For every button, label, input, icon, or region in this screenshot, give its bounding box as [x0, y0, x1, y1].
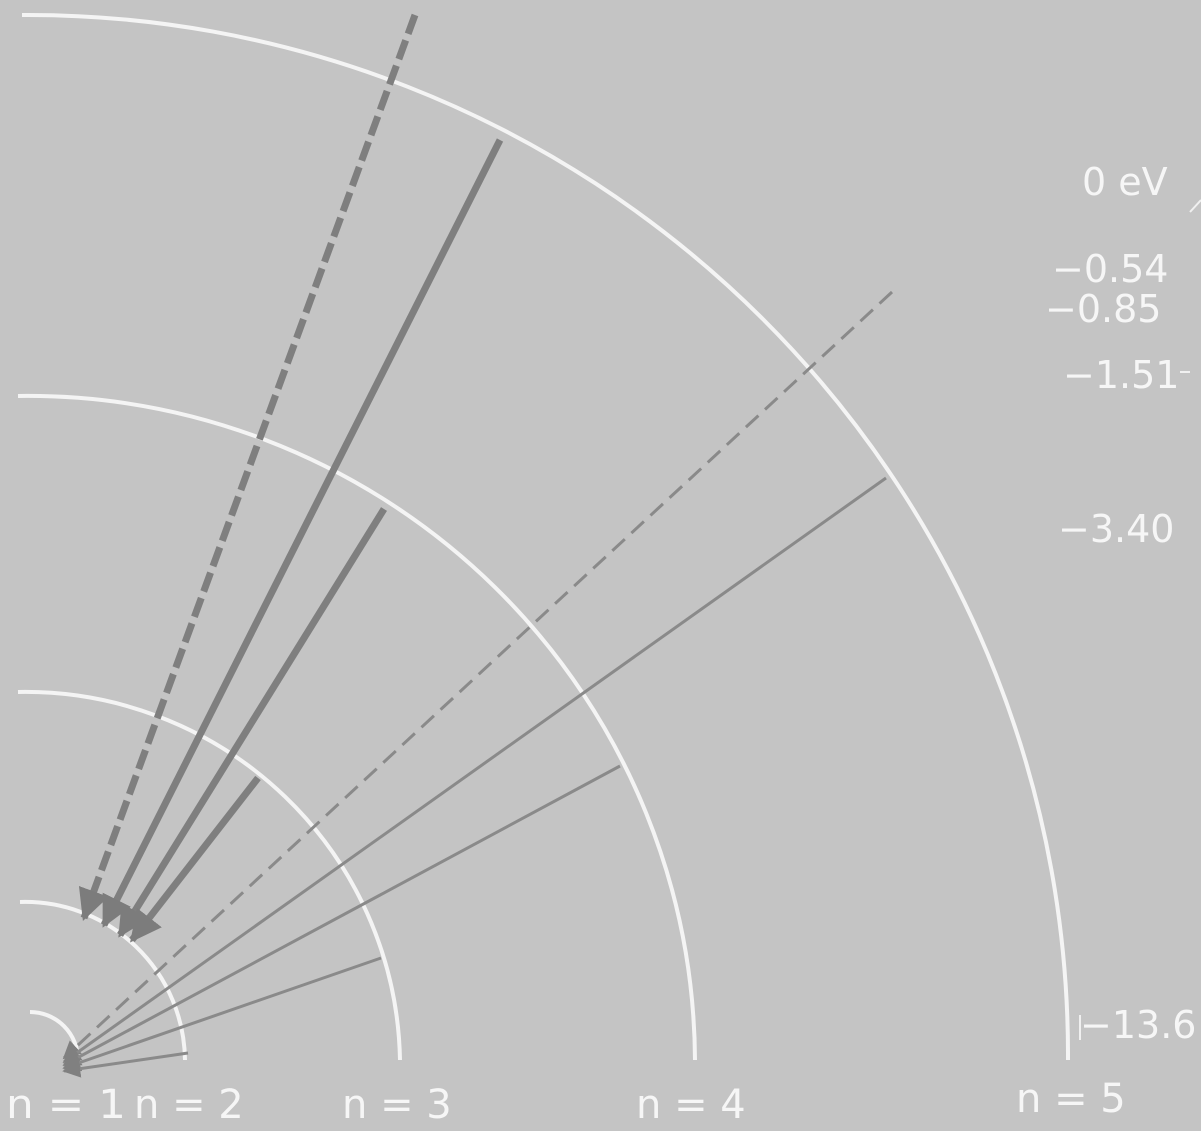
level-labels: n = 1 n = 2 n = 3 n = 4 n = 5 — [6, 1076, 1126, 1128]
transitions-to-n1 — [62, 290, 894, 1078]
energy-label-n3: −1.51 — [1063, 353, 1179, 397]
transition-inf-to-1 — [62, 290, 894, 1060]
level-label-n2: n = 2 — [134, 1082, 244, 1128]
transition-4-to-2 — [117, 507, 387, 938]
zero-energy-label: 0 eV — [1082, 160, 1168, 204]
level-label-n5: n = 5 — [1016, 1076, 1126, 1122]
orbit-n5 — [21, 12, 1071, 1061]
energy-label-n5: −0.54 — [1052, 247, 1168, 291]
transition-5-to-2 — [100, 138, 504, 928]
transition-2-to-1 — [62, 1051, 189, 1078]
tick-zero — [1189, 199, 1201, 213]
transition-5-to-1 — [62, 476, 887, 1064]
transitions-to-n2 — [78, 13, 504, 943]
energy-label-n4: −0.85 — [1045, 287, 1161, 331]
level-label-n4: n = 4 — [636, 1082, 746, 1128]
orbits — [17, 12, 1071, 1061]
transition-inf-to-2 — [78, 13, 419, 921]
energy-scale: 0 eV −0.54 −0.85 −1.51 −3.40 −13.6 — [1045, 160, 1201, 1047]
level-label-n3: n = 3 — [342, 1082, 452, 1128]
transition-3-to-1 — [62, 956, 382, 1072]
orbit-n2 — [19, 899, 187, 1061]
orbit-n3 — [17, 689, 402, 1061]
energy-label-n2: −3.40 — [1058, 507, 1174, 551]
orbit-n4 — [17, 393, 697, 1061]
transition-3-to-2 — [129, 775, 261, 943]
level-label-n1: n = 1 — [6, 1082, 126, 1128]
transition-4-to-1 — [62, 764, 621, 1067]
energy-label-n1: −13.6 — [1080, 1003, 1196, 1047]
